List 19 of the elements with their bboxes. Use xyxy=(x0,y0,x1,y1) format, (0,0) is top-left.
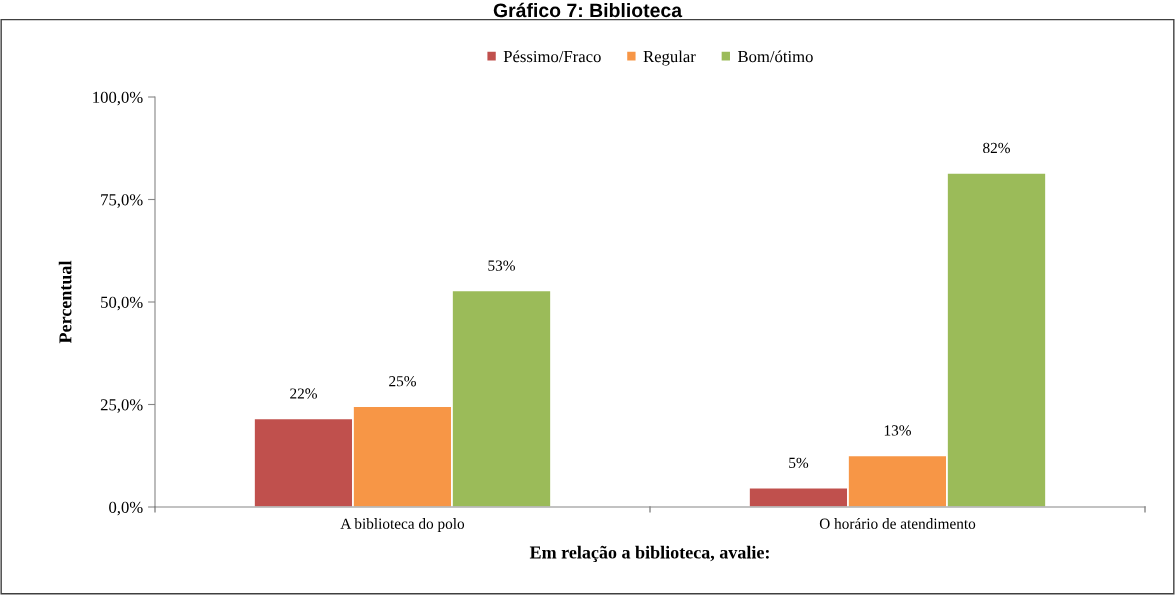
x-axis-title: Em relação a biblioteca, avalie: xyxy=(529,545,769,563)
data-label: 53% xyxy=(488,260,515,271)
y-tick-label: 0,0% xyxy=(109,501,143,516)
data-label: 82% xyxy=(983,142,1010,154)
y-axis-title: Percentual xyxy=(58,260,72,344)
y-tick-label: 75,0% xyxy=(101,194,143,208)
data-label: 25% xyxy=(389,376,416,387)
data-label: 13% xyxy=(884,425,911,436)
x-tick-label: A biblioteca do polo xyxy=(340,518,465,532)
y-tick-label: 100,0% xyxy=(93,91,143,106)
data-label: 22% xyxy=(290,388,317,399)
legend-label: Bom/ótimo xyxy=(737,50,813,63)
y-tick-label: 25,0% xyxy=(100,399,143,413)
y-tick-label: 50,0% xyxy=(101,296,143,311)
x-tick-label: O horário de atendimento xyxy=(819,518,976,529)
legend-label: Regular xyxy=(643,50,696,66)
chart-title: Gráfico 7: Biblioteca xyxy=(493,2,683,18)
legend-label: Péssimo/Fraco xyxy=(503,50,601,63)
data-label: 5% xyxy=(789,457,809,469)
